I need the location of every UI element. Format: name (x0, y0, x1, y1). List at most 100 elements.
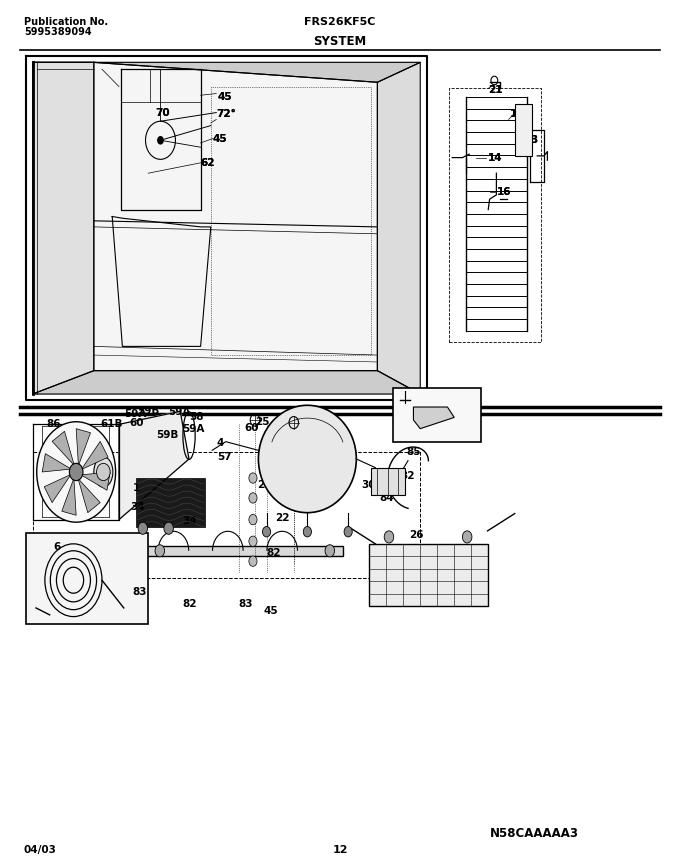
Circle shape (69, 463, 83, 481)
Text: 83: 83 (238, 599, 252, 610)
Text: 45: 45 (213, 133, 228, 144)
Circle shape (249, 493, 257, 503)
Circle shape (262, 527, 271, 537)
Circle shape (164, 522, 173, 534)
Circle shape (249, 536, 257, 546)
Text: 32: 32 (400, 471, 414, 481)
Text: 70: 70 (155, 107, 170, 118)
Text: 59A: 59A (169, 407, 191, 417)
Text: 22: 22 (275, 513, 290, 523)
Text: 16: 16 (496, 187, 511, 197)
Polygon shape (52, 431, 74, 465)
Text: 70: 70 (155, 107, 170, 118)
Circle shape (155, 545, 165, 557)
Text: 04/03: 04/03 (24, 845, 56, 856)
Text: 23: 23 (260, 462, 274, 473)
Text: 45: 45 (218, 92, 233, 102)
Text: 1: 1 (133, 483, 141, 494)
Text: 15: 15 (510, 109, 524, 120)
Text: 55: 55 (377, 471, 392, 481)
Polygon shape (76, 429, 90, 466)
Circle shape (249, 514, 257, 525)
Text: 61: 61 (63, 432, 77, 443)
Circle shape (325, 545, 335, 557)
Text: 34: 34 (131, 501, 146, 512)
Text: 60: 60 (129, 418, 143, 429)
Text: 45: 45 (213, 133, 228, 144)
Text: 86: 86 (46, 419, 61, 430)
Circle shape (462, 531, 472, 543)
Bar (146, 546, 343, 556)
Text: 62: 62 (201, 158, 215, 168)
Text: 45: 45 (264, 606, 279, 617)
Polygon shape (44, 475, 71, 502)
Text: 41: 41 (418, 415, 433, 425)
Text: 45: 45 (218, 92, 233, 102)
Bar (515, 104, 532, 156)
Text: 59B: 59B (137, 406, 160, 417)
Text: 21: 21 (488, 85, 503, 95)
Circle shape (249, 473, 257, 483)
Bar (371, 468, 405, 495)
Circle shape (37, 422, 116, 522)
Text: 3: 3 (530, 135, 538, 145)
Polygon shape (377, 62, 420, 394)
Text: 44: 44 (422, 430, 437, 440)
Polygon shape (82, 442, 108, 469)
Circle shape (344, 527, 352, 537)
Text: 84: 84 (379, 493, 394, 503)
Circle shape (303, 527, 311, 537)
Polygon shape (94, 62, 377, 371)
Text: 59A: 59A (182, 423, 205, 434)
Polygon shape (81, 472, 110, 490)
Text: FRS26KF5C: FRS26KF5C (305, 16, 375, 27)
Text: 5995389094: 5995389094 (24, 27, 91, 37)
Bar (26, 533, 148, 624)
Text: 82: 82 (182, 599, 197, 610)
Ellipse shape (94, 456, 113, 487)
Text: 21: 21 (488, 85, 503, 95)
Text: 59A: 59A (124, 409, 147, 419)
Text: 23: 23 (257, 480, 271, 490)
Text: 26: 26 (409, 530, 424, 540)
Text: 12: 12 (333, 845, 347, 856)
Circle shape (157, 136, 164, 145)
Circle shape (138, 522, 148, 534)
Text: 82: 82 (267, 547, 281, 558)
Bar (369, 544, 488, 606)
Text: 25: 25 (255, 417, 269, 427)
Text: 14: 14 (488, 152, 503, 163)
Text: 3: 3 (530, 135, 538, 145)
Text: 83: 83 (133, 587, 147, 598)
Text: 15: 15 (510, 109, 524, 120)
Text: 34: 34 (182, 516, 197, 527)
Circle shape (384, 531, 394, 543)
Text: 85: 85 (407, 447, 421, 457)
Circle shape (249, 556, 257, 566)
Polygon shape (33, 371, 420, 394)
Text: 61A: 61A (60, 443, 82, 454)
Polygon shape (119, 411, 189, 520)
Text: 57: 57 (218, 452, 233, 462)
Polygon shape (78, 479, 100, 513)
Polygon shape (413, 407, 454, 429)
Polygon shape (33, 62, 420, 82)
Polygon shape (33, 62, 94, 394)
Text: 14: 14 (488, 152, 503, 163)
Text: 62: 62 (201, 158, 215, 168)
Text: SYSTEM: SYSTEM (313, 35, 367, 48)
Text: 60: 60 (245, 423, 259, 433)
Text: 4: 4 (216, 438, 224, 449)
Polygon shape (62, 478, 76, 515)
Text: 61B: 61B (101, 419, 123, 430)
Text: Publication No.: Publication No. (24, 16, 108, 27)
Text: 59: 59 (67, 467, 81, 477)
Circle shape (97, 463, 110, 481)
Bar (393, 388, 481, 442)
Text: 29: 29 (282, 428, 296, 438)
Text: 59B: 59B (156, 430, 179, 440)
Polygon shape (42, 454, 71, 472)
Ellipse shape (258, 405, 356, 513)
Text: 16: 16 (496, 187, 511, 197)
Text: 6: 6 (53, 542, 61, 553)
